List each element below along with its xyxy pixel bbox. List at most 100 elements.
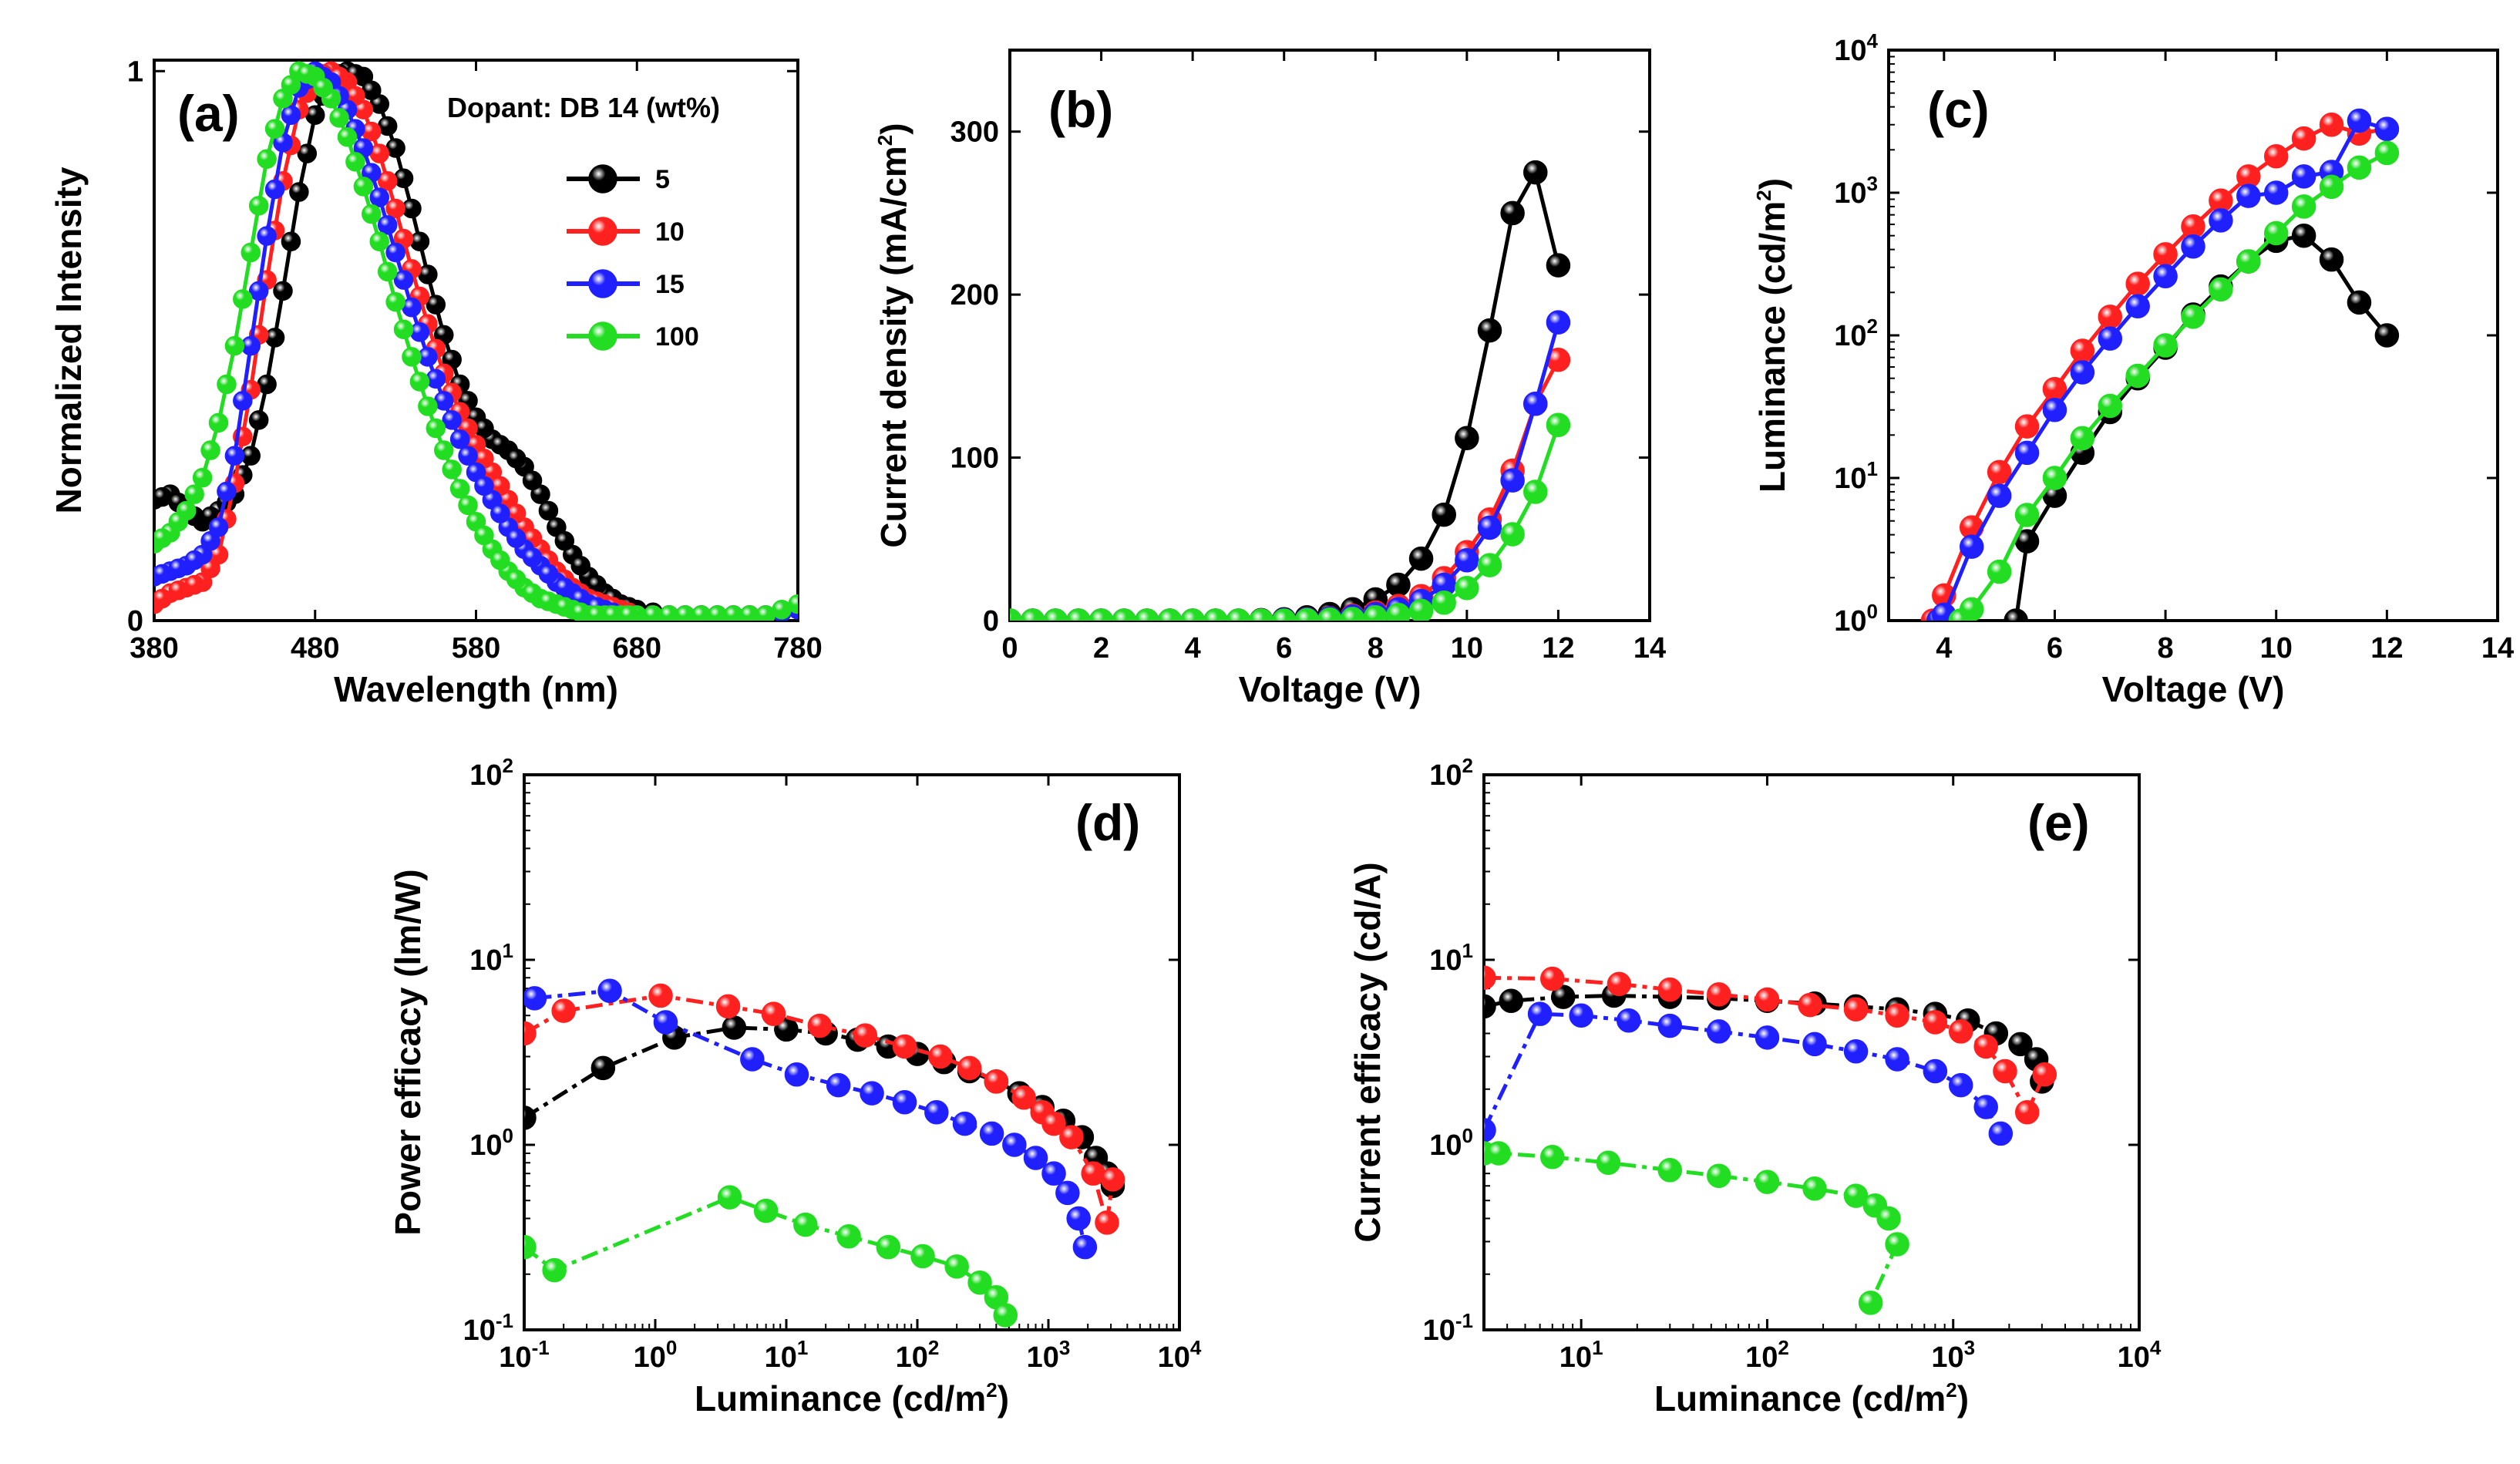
data-point (2181, 234, 2205, 259)
data-point (1802, 1032, 1827, 1057)
legend-label-5: 5 (655, 165, 670, 194)
data-point (449, 479, 470, 499)
data-point (522, 583, 543, 604)
data-point (313, 77, 333, 98)
data-point (1707, 1163, 1731, 1188)
data-point (184, 484, 204, 504)
data-point (490, 503, 510, 523)
data-point (1455, 548, 1479, 573)
data-point (876, 1234, 901, 1260)
data-point (1569, 1003, 1593, 1028)
x-tick-label: 12 (2370, 632, 2403, 665)
panel-label: (d) (1075, 794, 1140, 851)
data-point (1203, 608, 1228, 621)
data-point (524, 1021, 537, 1046)
data-point (538, 500, 559, 521)
data-point (807, 1013, 833, 1038)
data-point (1523, 392, 1548, 416)
data-point (426, 294, 446, 315)
data-point (715, 994, 741, 1019)
data-point (233, 289, 253, 309)
x-tick-label: 14 (2481, 632, 2514, 665)
data-point (224, 446, 245, 466)
data-point (1484, 965, 1496, 991)
data-point (458, 495, 478, 516)
data-point (554, 577, 575, 597)
data-point (597, 978, 622, 1003)
data-point (524, 986, 547, 1011)
data-point (458, 446, 478, 466)
plot-area (1920, 108, 2400, 621)
y-tick-label: 10-1 (463, 1309, 513, 1347)
data-point (675, 605, 695, 621)
data-point (2098, 393, 2123, 419)
data-point (337, 127, 358, 147)
data-point (551, 998, 576, 1023)
data-point (377, 171, 398, 191)
data-point (369, 187, 389, 207)
data-point (264, 119, 285, 139)
x-axis-title: Voltage (V) (1239, 669, 1421, 709)
data-point (619, 605, 639, 621)
y-tick-label: 200 (950, 279, 999, 311)
data-point (1072, 1234, 1098, 1260)
data-point (1095, 1210, 1119, 1235)
data-point (1885, 1232, 1909, 1257)
data-point (952, 1111, 977, 1136)
data-point (168, 558, 189, 579)
data-point (2347, 108, 2372, 133)
data-point (2319, 112, 2344, 137)
data-point (928, 1044, 953, 1069)
data-point (967, 1270, 992, 1295)
y-tick-label: 102 (1429, 754, 1473, 792)
data-point (1987, 559, 2012, 584)
data-point (1477, 515, 1502, 540)
data-point (1432, 502, 1456, 527)
data-point (1546, 412, 1571, 438)
x-tick-label: 8 (1368, 632, 1384, 665)
y-tick-label: 100 (1429, 1124, 1473, 1162)
data-point (281, 105, 301, 126)
series-line-100 (524, 1195, 1008, 1317)
data-point (1973, 1034, 1998, 1059)
data-point (761, 1001, 786, 1026)
data-point (233, 391, 253, 411)
x-tick-label: 100 (634, 1336, 678, 1374)
data-point (1386, 602, 1411, 621)
x-tick-label: 102 (896, 1336, 940, 1374)
data-point (653, 1010, 678, 1035)
data-point (1923, 1010, 1948, 1035)
data-point (1484, 1118, 1496, 1143)
y-tick-label: 1 (127, 56, 143, 88)
data-point (393, 270, 414, 290)
plot-area (1010, 160, 1571, 621)
y-tick-label: 101 (1429, 939, 1473, 977)
data-point (1523, 480, 1548, 504)
y-tick-label: 100 (1834, 600, 1878, 638)
data-point (1455, 575, 1479, 601)
data-point (1066, 1206, 1091, 1231)
data-point (717, 1185, 742, 1210)
chart-panel-c: 4 6 8 10 12 14 100 101 102 103 104 Voltage (V) Lumin… (1752, 29, 2514, 709)
data-point (1055, 1180, 1080, 1206)
data-point (1180, 608, 1205, 621)
data-point (2263, 180, 2289, 205)
data-point (524, 1106, 537, 1130)
data-point (385, 291, 405, 312)
data-point (1843, 1039, 1869, 1064)
data-point (2263, 220, 2289, 246)
data-point (1041, 1111, 1066, 1136)
data-point (362, 121, 382, 142)
x-tick-label: 8 (2158, 632, 2174, 665)
x-tick-label: 4 (1936, 632, 1952, 665)
data-point (1798, 992, 1822, 1018)
x-tick-label: 10-1 (499, 1336, 549, 1374)
data-point (1707, 1019, 1731, 1044)
y-tick-label: 102 (1834, 315, 1878, 352)
data-point (208, 412, 229, 433)
x-tick-label: 6 (1276, 632, 1292, 665)
y-tick-label: 102 (469, 754, 513, 792)
data-point (1059, 1125, 1084, 1149)
data-point (1523, 160, 1548, 185)
data-point (426, 369, 446, 389)
